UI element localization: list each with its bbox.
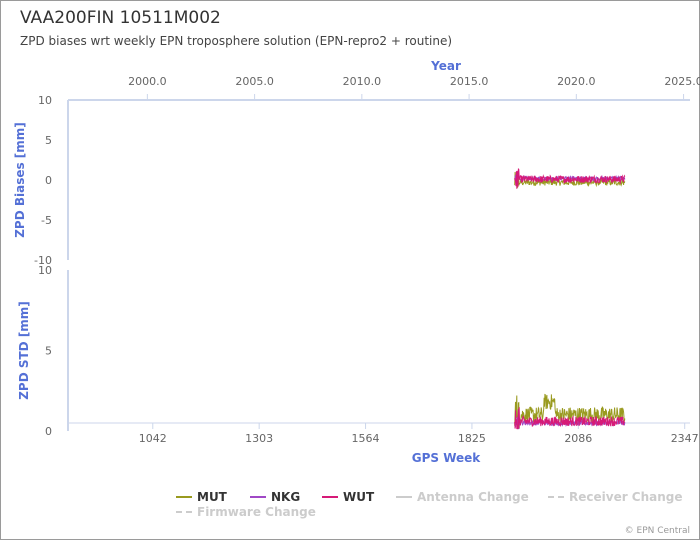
bias-y-tick-label: -5 — [41, 214, 52, 227]
bias-y-tick-label: 0 — [45, 174, 52, 187]
legend-label-nkg: NKG — [271, 490, 301, 504]
legend-swatch-mut — [176, 495, 192, 498]
std-y-tick-label: 10 — [38, 264, 52, 277]
week-tick-label: 2086 — [564, 432, 592, 445]
series-wut-line — [514, 407, 625, 430]
week-tick-label: 2347 — [671, 432, 699, 445]
legend-item-firmware-change[interactable]: Firmware Change — [176, 505, 316, 519]
std-y-tick-label: 5 — [45, 345, 52, 358]
bias-y-tick-label: -10 — [34, 254, 52, 267]
legend-swatch-nkg — [250, 495, 266, 498]
year-tick-label: 2025.0 — [664, 75, 700, 88]
legend-swatch-antenna-change — [396, 495, 412, 498]
week-tick-label: 1564 — [352, 432, 380, 445]
year-tick-label: 2000.0 — [128, 75, 167, 88]
credit: © EPN Central — [624, 526, 690, 536]
week-tick-label: 1042 — [139, 432, 167, 445]
series-mut-line — [514, 393, 626, 430]
legend-item-receiver-change[interactable]: Receiver Change — [548, 490, 683, 504]
legend-label-receiver-change: Receiver Change — [569, 490, 683, 504]
year-tick-label: 2010.0 — [343, 75, 382, 88]
year-tick-label: 2015.0 — [450, 75, 489, 88]
legend-swatch-firmware-change — [176, 510, 192, 513]
legend-item-antenna-change[interactable]: Antenna Change — [396, 490, 529, 504]
chart-subtitle: ZPD biases wrt weekly EPN troposphere so… — [20, 34, 453, 48]
x-axis-label-year: Year — [430, 59, 461, 73]
legend-item-nkg[interactable]: NKG — [250, 490, 300, 504]
week-tick-label: 1303 — [245, 432, 273, 445]
x-axis-label-gps-week: GPS Week — [412, 451, 482, 465]
year-tick-label: 2005.0 — [235, 75, 274, 88]
legend-label-mut: MUT — [197, 490, 227, 504]
legend-label-firmware-change: Firmware Change — [197, 505, 316, 519]
week-tick-label: 1825 — [458, 432, 486, 445]
std-y-axis-label: ZPD STD [mm] — [17, 301, 31, 400]
bias-y-tick-label: 10 — [38, 94, 52, 107]
legend-item-mut[interactable]: MUT — [176, 490, 227, 504]
series-wut-line — [514, 168, 626, 189]
std-y-tick-label: 0 — [45, 425, 52, 438]
legend-item-wut[interactable]: WUT — [322, 490, 374, 504]
legend-label-antenna-change: Antenna Change — [417, 490, 529, 504]
bias-y-axis-label: ZPD Biases [mm] — [13, 122, 27, 238]
bias-y-tick-label: 5 — [45, 134, 52, 147]
legend-swatch-wut — [322, 495, 338, 498]
legend-swatch-receiver-change — [548, 495, 564, 498]
legend-label-wut: WUT — [343, 490, 375, 504]
chart-title: VAA200FIN 10511M002 — [20, 8, 221, 28]
year-tick-label: 2020.0 — [557, 75, 596, 88]
